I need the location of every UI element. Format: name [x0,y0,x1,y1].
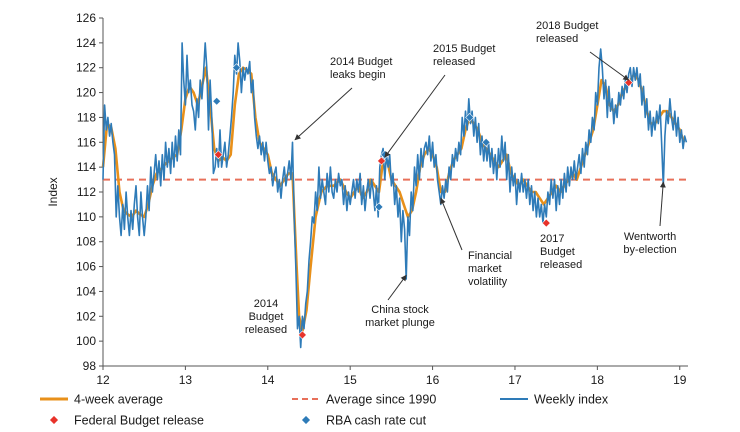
annotation-text: 2014 [254,298,278,310]
y-tick-label: 98 [83,359,97,373]
y-tick-label: 124 [76,36,96,50]
legend-label: 4-week average [74,393,163,407]
annotation-text: China stock [371,304,429,316]
annotation-text: released [245,324,287,336]
y-tick-label: 116 [77,135,96,149]
rba-cut-marker [212,96,222,106]
federal-budget-marker [377,156,386,166]
y-tick-label: 120 [76,86,96,100]
federal-budget-marker [624,78,634,88]
legend: 4-week average Average since 1990 Weekly i… [40,393,609,428]
x-tick-label: 18 [591,373,605,387]
annotation-text: 2014 Budget [330,56,392,68]
legend-label: Average since 1990 [326,393,436,407]
legend-entry: RBA cash rate cut [301,414,427,428]
legend-label: Federal Budget release [74,414,204,428]
legend-entry: Average since 1990 [292,393,436,407]
rba-cut-marker [465,113,475,122]
annotation-text: volatility [468,276,508,288]
federal-budget-marker [541,218,551,228]
y-tick-label: 106 [76,260,96,274]
four-week-average-line [101,66,686,333]
y-tick-label: 126 [76,11,96,25]
annotation-text: 2017 [540,233,564,245]
y-tick-label: 110 [77,210,96,224]
y-tick-label: 108 [76,235,96,249]
annotation-text: Budget [249,311,284,323]
y-tick-label: 118 [77,110,96,124]
legend-label: RBA cash rate cut [326,414,427,428]
rba-cut-marker [232,63,241,73]
annotation-text: released [433,56,475,68]
markers-layer [212,63,634,340]
annotation-arrow [387,274,407,301]
annotation-text: market [468,263,502,275]
y-tick-label: 102 [76,309,96,323]
annotation-arrow [440,197,463,251]
annotation-arrow [384,74,446,158]
annotation-text: leaks begin [330,69,386,81]
series-layer [101,42,688,349]
annotation-text: released [536,33,578,45]
x-tick-label: 14 [261,373,275,387]
weekly-index-line [102,42,688,349]
legend-swatch-diamond [49,415,59,425]
x-tick-label: 15 [344,373,358,387]
y-tick-label: 104 [76,284,96,298]
legend-label: Weekly index [534,393,609,407]
annotation-text: released [540,259,582,271]
legend-entry: Weekly index [500,393,609,407]
x-axis: 12 13 14 15 16 17 18 19 [96,365,688,387]
x-tick-label: 13 [179,373,193,387]
legend-swatch-diamond [301,415,311,425]
federal-budget-marker [213,150,223,160]
annotation-text: Wentworth [624,231,676,243]
y-tick-label: 114 [77,160,96,174]
federal-budget-marker [297,330,307,340]
annotation-text: 2018 Budget [536,20,598,32]
y-tick-label: 100 [76,334,96,348]
y-axis-title: Index [46,177,60,206]
x-tick-label: 16 [426,373,440,387]
legend-entry: 4-week average [40,393,163,407]
y-tick-label: 112 [77,185,96,199]
annotation-arrow [659,181,666,227]
annotation-text: Budget [540,246,575,258]
annotation-text: 2015 Budget [433,43,495,55]
rba-cut-marker [374,202,384,212]
rba-cut-marker [481,137,491,147]
annotation-text: Financial [468,250,512,262]
annotation-text: market plunge [365,317,435,329]
x-tick-label: 19 [673,373,687,387]
annotation-arrow [294,87,353,141]
legend-entry: Federal Budget release [49,414,204,428]
annotation-text: by-election [623,244,676,256]
y-tick-label: 122 [76,61,96,75]
annotation-arrow [589,51,630,81]
x-tick-label: 17 [508,373,522,387]
y-axis: 98 100 102 104 106 108 110 112 114 116 118 120 122 12… [76,11,104,373]
x-tick-label: 12 [96,373,110,387]
